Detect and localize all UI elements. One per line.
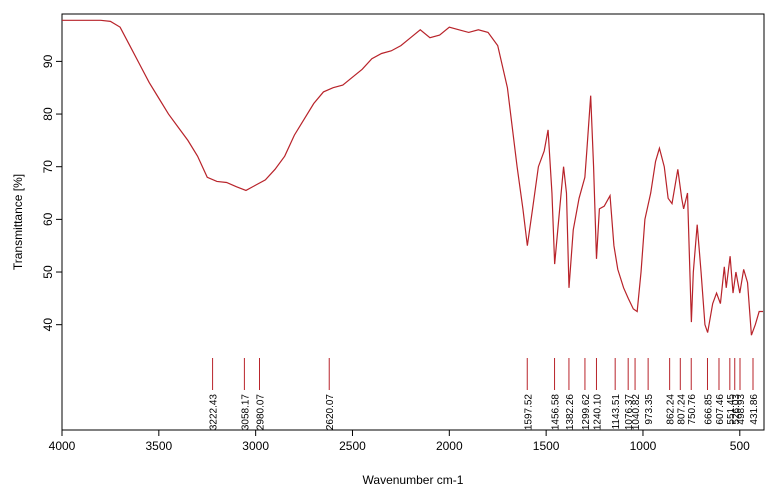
peak-label: 862.24	[666, 394, 677, 425]
peak-label: 3222.43	[209, 394, 220, 431]
x-tick-label: 4000	[49, 439, 76, 453]
peak-label: 431.86	[749, 394, 760, 425]
x-tick-label: 3500	[145, 439, 172, 453]
peak-label: 2980.07	[256, 394, 267, 431]
peak-label: 973.35	[644, 394, 655, 425]
x-tick-label: 1500	[533, 439, 560, 453]
peak-label: 750.76	[687, 394, 698, 425]
spectrum-line	[62, 19, 764, 336]
peak-label: 1040.82	[631, 394, 642, 431]
y-tick-label: 90	[41, 54, 55, 68]
peak-label: 666.85	[703, 394, 714, 425]
peak-label: 1240.10	[592, 394, 603, 431]
x-tick-label: 2000	[436, 439, 463, 453]
peak-label: 1299.62	[581, 394, 592, 431]
y-tick-label: 50	[41, 265, 55, 279]
plot-frame	[61, 13, 765, 431]
peak-label: 607.46	[715, 394, 726, 425]
y-tick-label: 80	[41, 107, 55, 121]
x-tick-label: 3000	[242, 439, 269, 453]
peak-label: 1076.37	[624, 394, 635, 431]
peak-label: 551.45	[726, 394, 737, 425]
x-axis-label: Wavenumber cm-1	[363, 473, 464, 487]
peak-label: 3058.17	[240, 394, 251, 431]
peak-label: 1456.58	[551, 394, 562, 431]
y-tick-label: 70	[41, 160, 55, 174]
y-tick-label: 40	[41, 318, 55, 332]
peak-label: 807.24	[676, 394, 687, 425]
x-tick-label: 1000	[630, 439, 657, 453]
x-tick-label: 500	[730, 439, 750, 453]
peak-label: 1382.26	[565, 394, 576, 431]
y-tick-label: 60	[41, 212, 55, 226]
peak-label: 1143.51	[611, 394, 622, 430]
y-axis-label: Transmittance [%]	[11, 174, 25, 270]
x-tick-label: 2500	[339, 439, 366, 453]
peak-label: 526.03	[731, 394, 742, 425]
peak-label: 498.93	[736, 394, 747, 425]
peak-label: 2620.07	[325, 394, 336, 431]
peak-label: 1597.52	[523, 394, 534, 431]
